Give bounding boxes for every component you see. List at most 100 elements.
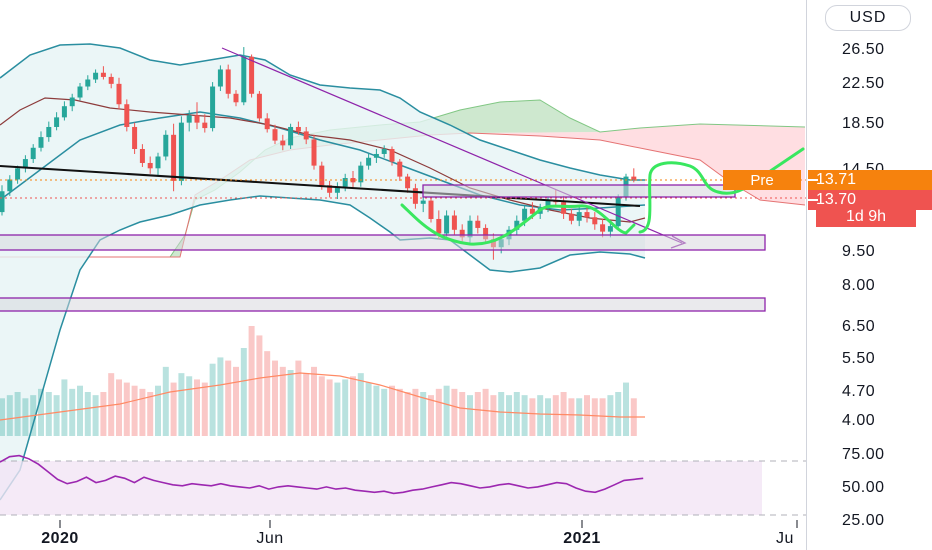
candle-body xyxy=(522,208,528,221)
candle-body xyxy=(54,117,60,127)
bar-countdown-tag: 1d 9h xyxy=(816,207,916,227)
candle-body xyxy=(178,122,184,181)
volume-bar xyxy=(162,366,169,436)
lower-support-zone-box xyxy=(0,297,766,312)
price-axis-label: 4.70 xyxy=(842,383,876,400)
price-axis-label: 6.50 xyxy=(842,318,876,335)
volume-bar xyxy=(552,395,559,436)
volume-bar xyxy=(490,395,497,436)
candle-body xyxy=(592,217,598,225)
volume-bar xyxy=(248,326,255,436)
currency-button[interactable]: USD xyxy=(825,5,911,31)
bollinger-upper xyxy=(0,43,645,181)
volume-bar xyxy=(396,388,403,436)
volume-bar xyxy=(287,370,294,436)
volume-bar xyxy=(342,379,349,436)
candle-body xyxy=(61,106,67,118)
volume-bar xyxy=(404,392,411,436)
price-axis-panel[interactable] xyxy=(806,0,932,550)
candle-body xyxy=(132,126,138,149)
volume-bar xyxy=(537,395,544,436)
price-axis-label: 9.50 xyxy=(842,243,876,260)
volume-moving-average xyxy=(0,372,645,421)
candle-body xyxy=(233,93,239,103)
volume-bar xyxy=(607,395,614,436)
candle-body xyxy=(295,126,301,132)
candle-body xyxy=(69,97,75,107)
candle-body xyxy=(15,168,21,180)
rsi-axis-label: 50.00 xyxy=(842,479,885,496)
volume-bar xyxy=(256,335,263,436)
volume-bar xyxy=(14,392,21,436)
ichimoku-cloud-bear xyxy=(470,124,805,205)
candle-body xyxy=(350,178,356,183)
candle-body xyxy=(373,153,379,158)
candle-body xyxy=(272,129,278,141)
volume-bar xyxy=(365,382,372,436)
candle-body xyxy=(217,69,223,87)
candle-body xyxy=(194,115,200,123)
volume-bar xyxy=(513,392,520,436)
price-axis-label: 5.50 xyxy=(842,350,876,367)
volume-bar xyxy=(116,379,122,436)
volume-bar xyxy=(521,395,528,436)
last-price-dash xyxy=(808,199,818,201)
volume-bar xyxy=(147,392,154,436)
candle-body xyxy=(436,218,442,234)
premarket-tag: Pre xyxy=(723,170,801,190)
candle-body xyxy=(514,220,520,230)
resistance-zone-box xyxy=(422,184,736,198)
candle-body xyxy=(280,140,286,146)
candle-body xyxy=(545,200,551,208)
breakout-projection-drawing xyxy=(638,147,805,234)
candle-body xyxy=(568,213,574,221)
volume-bar xyxy=(92,395,99,436)
last-price-tag: 13.70 xyxy=(808,190,932,210)
candle-body xyxy=(108,76,114,84)
candle-body xyxy=(147,162,153,169)
volume-bar xyxy=(279,366,286,436)
volume-bar xyxy=(599,398,606,436)
candle-body xyxy=(171,134,177,181)
candle-body xyxy=(225,69,231,94)
volume-bar xyxy=(217,357,224,436)
volume-bar xyxy=(381,388,388,436)
candle-body xyxy=(186,115,192,123)
volume-bar xyxy=(155,385,161,436)
candle-body xyxy=(420,200,426,204)
volume-layer xyxy=(0,326,637,436)
rsi-layer xyxy=(0,454,806,528)
volume-bar xyxy=(529,398,536,436)
candle-body xyxy=(311,139,317,166)
candle-body xyxy=(631,176,637,180)
volume-bar xyxy=(451,388,458,436)
candle-body xyxy=(529,208,535,214)
volume-bar xyxy=(61,379,68,436)
rsi-axis-label: 75.00 xyxy=(842,446,885,463)
candle-body xyxy=(100,72,106,77)
candle-body xyxy=(358,165,364,183)
volume-bar xyxy=(225,360,232,436)
candle-body xyxy=(288,126,294,146)
candle-body xyxy=(342,178,348,187)
rsi-line xyxy=(0,454,644,495)
price-axis-label: 22.50 xyxy=(842,75,885,92)
premarket-dash xyxy=(808,179,818,181)
volume-bar xyxy=(100,392,107,436)
volume-bar xyxy=(0,398,5,436)
date-axis-label: Ju xyxy=(776,530,794,547)
volume-bar xyxy=(326,379,333,436)
volume-bar xyxy=(412,388,419,436)
candle-body xyxy=(38,137,44,148)
volume-bar xyxy=(459,392,466,436)
candle-body xyxy=(163,134,169,157)
candle-body xyxy=(584,212,590,218)
indicator-lines-layer xyxy=(0,43,646,501)
rsi-axis-label: 25.00 xyxy=(842,512,885,529)
candle-body xyxy=(139,148,145,163)
candle-body xyxy=(0,191,5,213)
support-zone-box xyxy=(0,234,766,251)
volume-bar xyxy=(53,395,60,436)
volume-bar xyxy=(178,373,185,436)
